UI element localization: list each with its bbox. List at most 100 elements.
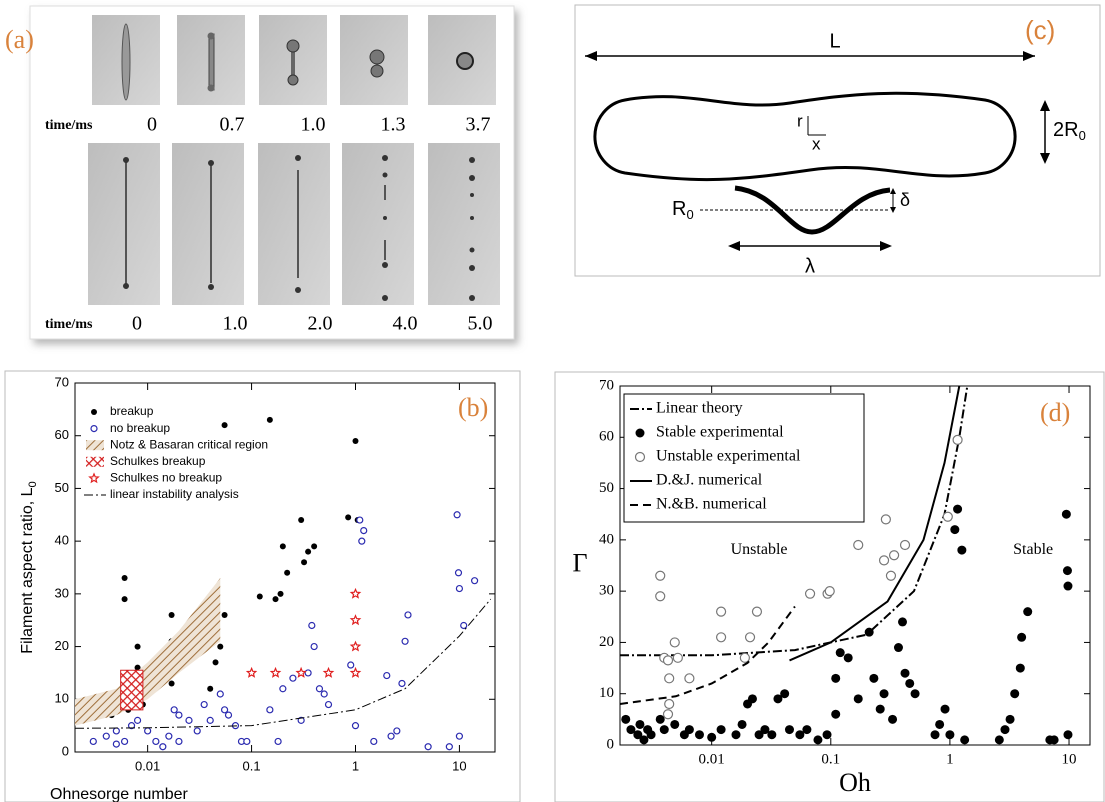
open-marker [274, 737, 282, 746]
open-marker [672, 652, 683, 663]
filled-marker [298, 517, 305, 524]
filled-marker [731, 730, 741, 740]
filled-marker [1023, 607, 1033, 617]
filled-marker [1061, 509, 1071, 519]
filled-marker [633, 730, 643, 740]
star-marker [245, 666, 258, 678]
amplitude-label: δ [900, 190, 910, 210]
line [620, 605, 796, 705]
plot-frame [74, 382, 496, 753]
open-marker [320, 690, 328, 698]
filled-marker [266, 416, 273, 423]
open-marker [152, 737, 160, 746]
droplet [382, 295, 388, 301]
open-marker [120, 737, 129, 746]
y-tick-label: 30 [55, 585, 69, 600]
filled-marker [831, 709, 841, 719]
open-marker [144, 727, 152, 735]
filled-marker [773, 694, 783, 704]
radius-label: R0 [672, 198, 694, 222]
open-marker [175, 711, 183, 719]
open-marker [289, 674, 297, 682]
star-marker [88, 472, 100, 484]
open-marker [216, 690, 224, 698]
r-label: r [797, 111, 803, 130]
legend-label: no breakup [110, 421, 170, 435]
open-marker [715, 632, 727, 643]
y-tick-label: 10 [55, 691, 69, 706]
open-marker [398, 679, 406, 688]
line [75, 598, 492, 729]
droplet [207, 32, 215, 40]
droplet [207, 84, 215, 92]
filled-marker [134, 664, 141, 671]
open-marker [662, 655, 674, 666]
droplet [295, 155, 301, 161]
open-marker [952, 434, 963, 445]
filled-marker [217, 643, 224, 650]
time-label: 5.0 [468, 313, 493, 335]
filled-marker [684, 725, 694, 735]
legend-label: N.&B. numerical [656, 496, 767, 513]
y-tick-label: 0 [607, 736, 615, 752]
star-marker [295, 666, 307, 678]
open-marker [387, 732, 395, 740]
open-marker [880, 514, 891, 525]
droplet [470, 216, 474, 220]
open-marker [460, 621, 468, 630]
open-marker [112, 740, 120, 748]
droplet [208, 160, 214, 166]
radius-subscript: 0 [686, 207, 693, 222]
filled-marker [207, 685, 214, 692]
open-marker [266, 706, 274, 714]
y-tick-label: 40 [55, 533, 69, 548]
filled-marker [760, 725, 770, 735]
plot-area [75, 416, 492, 751]
droplet [469, 295, 475, 301]
filament [208, 33, 215, 91]
open-marker [751, 606, 763, 617]
filled-marker [843, 653, 853, 663]
filled-marker [635, 428, 645, 438]
filled-marker [994, 735, 1004, 745]
open-marker [370, 737, 378, 746]
open-marker [664, 673, 675, 684]
droplet [382, 172, 388, 178]
legend-label: D.&J. numerical [656, 472, 763, 489]
filled-marker [1062, 566, 1072, 576]
open-marker [453, 511, 461, 519]
open-marker [315, 685, 324, 693]
open-marker [664, 698, 675, 710]
open-marker [193, 727, 201, 735]
open-marker [358, 537, 366, 545]
open-marker [324, 700, 333, 709]
time-label: 2.0 [308, 313, 333, 335]
star-marker [349, 640, 362, 652]
filled-marker [1000, 725, 1010, 735]
time-label: 0 [132, 313, 142, 335]
open-marker [942, 511, 953, 522]
open-marker [471, 577, 479, 585]
filament [121, 23, 131, 101]
filled-marker [780, 689, 790, 699]
band [75, 578, 221, 726]
x-axis-label: Ohnesorge number [50, 786, 189, 802]
filled-marker [893, 643, 903, 653]
filled-marker [626, 725, 636, 735]
photo [172, 143, 244, 305]
star-marker [349, 614, 362, 626]
open-marker [684, 673, 695, 684]
diameter-subscript: 0 [1079, 128, 1086, 143]
filled-marker [659, 725, 669, 735]
open-marker [220, 706, 229, 714]
droplet [295, 287, 301, 293]
open-marker [308, 621, 316, 630]
droplet [470, 193, 474, 197]
plot-area [620, 386, 1073, 745]
y-tick-label: 20 [55, 638, 69, 653]
diameter-label: 2R0 [1053, 119, 1086, 143]
filled-marker [91, 409, 97, 415]
filled-marker [134, 643, 141, 650]
filled-marker [802, 725, 812, 735]
